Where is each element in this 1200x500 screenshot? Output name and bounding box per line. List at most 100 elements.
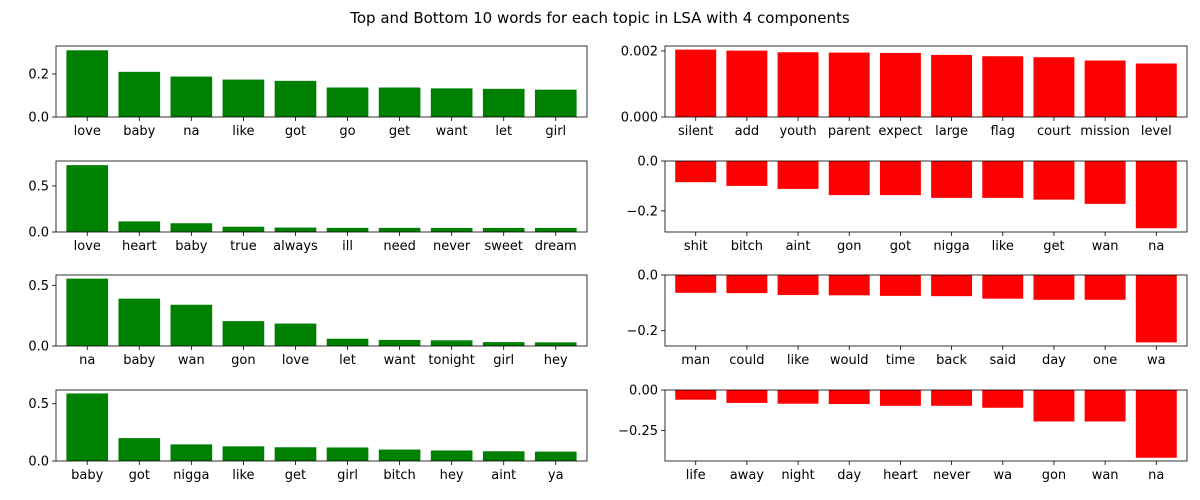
y-tick-label: 0.0 — [28, 340, 49, 355]
bar-tonight — [430, 340, 473, 346]
bar-expect — [879, 52, 921, 117]
x-tick-label: ya — [548, 468, 564, 483]
bar-night — [777, 390, 819, 404]
x-tick-label: parent — [828, 124, 871, 139]
bar-youth — [777, 52, 819, 117]
axes-frame — [55, 160, 588, 233]
x-tick-label: life — [686, 468, 706, 483]
bar-baby — [170, 223, 213, 232]
bar-mission — [1084, 60, 1126, 117]
bar-nigga — [170, 444, 213, 461]
x-tick-label: expect — [878, 124, 922, 139]
figure-title: Top and Bottom 10 words for each topic i… — [349, 9, 850, 27]
bar-want — [378, 339, 421, 346]
subplot-5: na baby wan gon love let want tonight girl hey 0.0… — [28, 274, 588, 368]
y-tick-label: −0.25 — [618, 424, 658, 439]
x-tick-label: gon — [1042, 468, 1066, 483]
bar-dream — [534, 227, 577, 232]
x-tick-label: heart — [122, 239, 157, 254]
bar-wan — [1084, 161, 1126, 204]
x-tick-label: like — [232, 468, 254, 483]
x-tick-label: na — [1148, 239, 1164, 254]
x-tick-label: time — [886, 353, 915, 368]
y-tick-label: 0.2 — [28, 67, 49, 82]
bar-na — [66, 278, 109, 346]
panels: love baby na like got go get want let girl 0.0 0.2 s… — [28, 44, 1188, 483]
x-tick-label: hey — [544, 353, 568, 368]
x-tick-label: nigga — [933, 239, 969, 254]
x-tick-label: let — [339, 353, 356, 368]
x-tick-label: level — [1141, 124, 1172, 139]
x-tick-label: baby — [123, 124, 155, 139]
x-tick-label: mission — [1080, 124, 1130, 139]
x-tick-label: dream — [535, 239, 577, 254]
x-tick-label: get — [389, 124, 410, 139]
x-tick-label: tonight — [428, 353, 475, 368]
x-tick-label: heart — [883, 468, 918, 483]
bar-gon — [1033, 390, 1075, 422]
x-tick-label: got — [129, 468, 150, 483]
bar-love — [66, 165, 109, 232]
bar-got — [879, 161, 921, 196]
y-tick-label: 0.00 — [629, 384, 658, 399]
y-tick-label: −0.2 — [626, 324, 658, 339]
bar-man — [675, 275, 717, 293]
x-tick-label: love — [282, 353, 309, 368]
x-tick-label: wa — [1147, 353, 1166, 368]
bar-get — [378, 87, 421, 117]
subplot-1: love baby na like got go get want let girl 0.0 0.2 — [28, 45, 588, 139]
bar-life — [675, 390, 717, 400]
bar-never — [430, 227, 473, 232]
bar-shit — [675, 161, 717, 183]
bar-go — [326, 87, 369, 117]
x-tick-label: shit — [684, 239, 708, 254]
bar-wan — [170, 304, 213, 346]
y-tick-label: 0.5 — [28, 179, 49, 194]
x-tick-label: girl — [337, 468, 358, 483]
bar-na — [1135, 390, 1177, 458]
y-tick-label: 0.000 — [621, 111, 658, 126]
bar-wan — [1084, 390, 1126, 422]
bar-hey — [534, 342, 577, 346]
bar-like — [222, 79, 265, 117]
bar-na — [1135, 161, 1177, 229]
bar-add — [726, 50, 768, 118]
bar-like — [222, 446, 265, 461]
subplot-8: life away night day heart never wa gon wan na 0.00… — [618, 384, 1188, 483]
bar-time — [879, 275, 921, 296]
y-tick-label: 0.002 — [621, 44, 658, 59]
x-tick-label: would — [830, 353, 869, 368]
axes-frame — [55, 274, 588, 347]
x-tick-label: man — [681, 353, 710, 368]
bar-ill — [326, 227, 369, 232]
x-tick-label: never — [433, 239, 471, 254]
x-tick-label: silent — [678, 124, 713, 139]
x-tick-label: gon — [231, 353, 255, 368]
x-tick-label: like — [232, 124, 254, 139]
x-tick-label: go — [339, 124, 355, 139]
bar-could — [726, 275, 768, 294]
bar-get — [274, 447, 317, 461]
x-tick-label: flag — [991, 124, 1015, 139]
bar-girl — [482, 342, 525, 346]
x-tick-label: baby — [175, 239, 207, 254]
bar-na — [170, 76, 213, 117]
x-tick-label: want — [436, 124, 468, 139]
bar-silent — [675, 49, 717, 117]
x-tick-label: like — [787, 353, 809, 368]
bar-wa — [1135, 275, 1177, 343]
bar-day — [828, 390, 870, 405]
subplot-3: love heart baby true always ill need never sweet… — [28, 160, 588, 254]
bar-bitch — [726, 161, 768, 186]
x-tick-label: wan — [1092, 468, 1119, 483]
bar-level — [1135, 63, 1177, 117]
bar-aint — [482, 451, 525, 461]
bar-love — [274, 323, 317, 346]
bar-back — [931, 275, 973, 297]
x-tick-label: wa — [993, 468, 1012, 483]
x-tick-label: na — [183, 124, 199, 139]
bar-day — [1033, 275, 1075, 300]
y-tick-label: 0.0 — [637, 155, 658, 170]
x-tick-label: gon — [837, 239, 861, 254]
y-tick-label: 0.5 — [28, 279, 49, 294]
